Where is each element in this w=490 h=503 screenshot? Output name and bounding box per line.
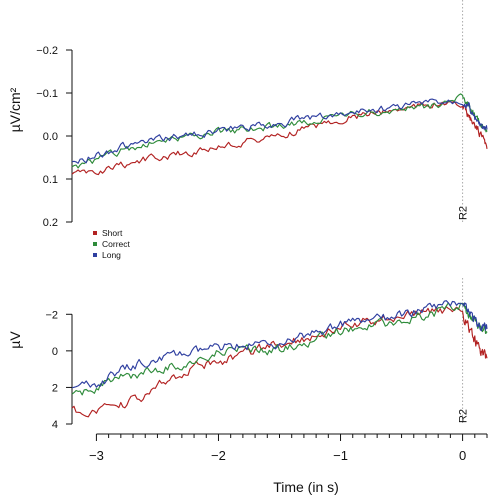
- legend-swatch-long: [93, 253, 97, 257]
- top-panel: −0.2 −0.1 0.0 0.1 0.2 µV/cm² R2 ShortCorrect…: [7, 0, 488, 260]
- top-y-tick-label: 0.1: [43, 174, 58, 186]
- top-y-tick-label: −0.2: [36, 45, 58, 57]
- legend-swatch-correct: [93, 242, 97, 246]
- bottom-trace-long: [71, 300, 488, 389]
- top-traces: [71, 93, 488, 176]
- bottom-trace-correct: [71, 302, 488, 396]
- top-event-label: R2: [458, 206, 470, 220]
- bottom-y-axis-label: µV: [7, 331, 23, 349]
- top-y-axis-label: µV/cm²: [7, 87, 23, 132]
- bottom-y-tick-label: 4: [52, 419, 58, 431]
- x-axis: −3 −2 −1 0: [89, 433, 488, 463]
- top-y-tick-label: −0.1: [36, 88, 58, 100]
- legend-label-short: Short: [102, 228, 123, 238]
- top-y-tick-label: 0.2: [43, 217, 58, 229]
- x-axis-label: Time (in s): [273, 479, 339, 495]
- bottom-traces: [71, 300, 488, 418]
- top-trace-short: [71, 100, 488, 176]
- legend-label-correct: Correct: [102, 239, 131, 249]
- top-y-tick-label: 0.0: [43, 131, 58, 143]
- legend-label-long: Long: [102, 250, 121, 260]
- x-tick-label: −1: [333, 448, 348, 463]
- top-trace-long: [71, 98, 488, 164]
- bottom-y-tick-label: 0: [52, 346, 58, 358]
- x-tick-label: −3: [89, 448, 104, 463]
- legend-swatch-short: [93, 231, 97, 235]
- bottom-y-axis: −2 0 2 4: [45, 309, 73, 431]
- bottom-panel: −2 0 2 4 µV R2 −3 −2 −1 0 Time (in s): [7, 278, 488, 495]
- bottom-trace-short: [71, 306, 488, 418]
- top-y-axis: −0.2 −0.1 0.0 0.1 0.2: [36, 45, 73, 229]
- bottom-y-tick-label: 2: [52, 382, 58, 394]
- x-tick-label: −2: [211, 448, 226, 463]
- bottom-event-label: R2: [458, 409, 470, 423]
- bottom-y-tick-label: −2: [45, 309, 58, 321]
- x-tick-label: 0: [459, 448, 466, 463]
